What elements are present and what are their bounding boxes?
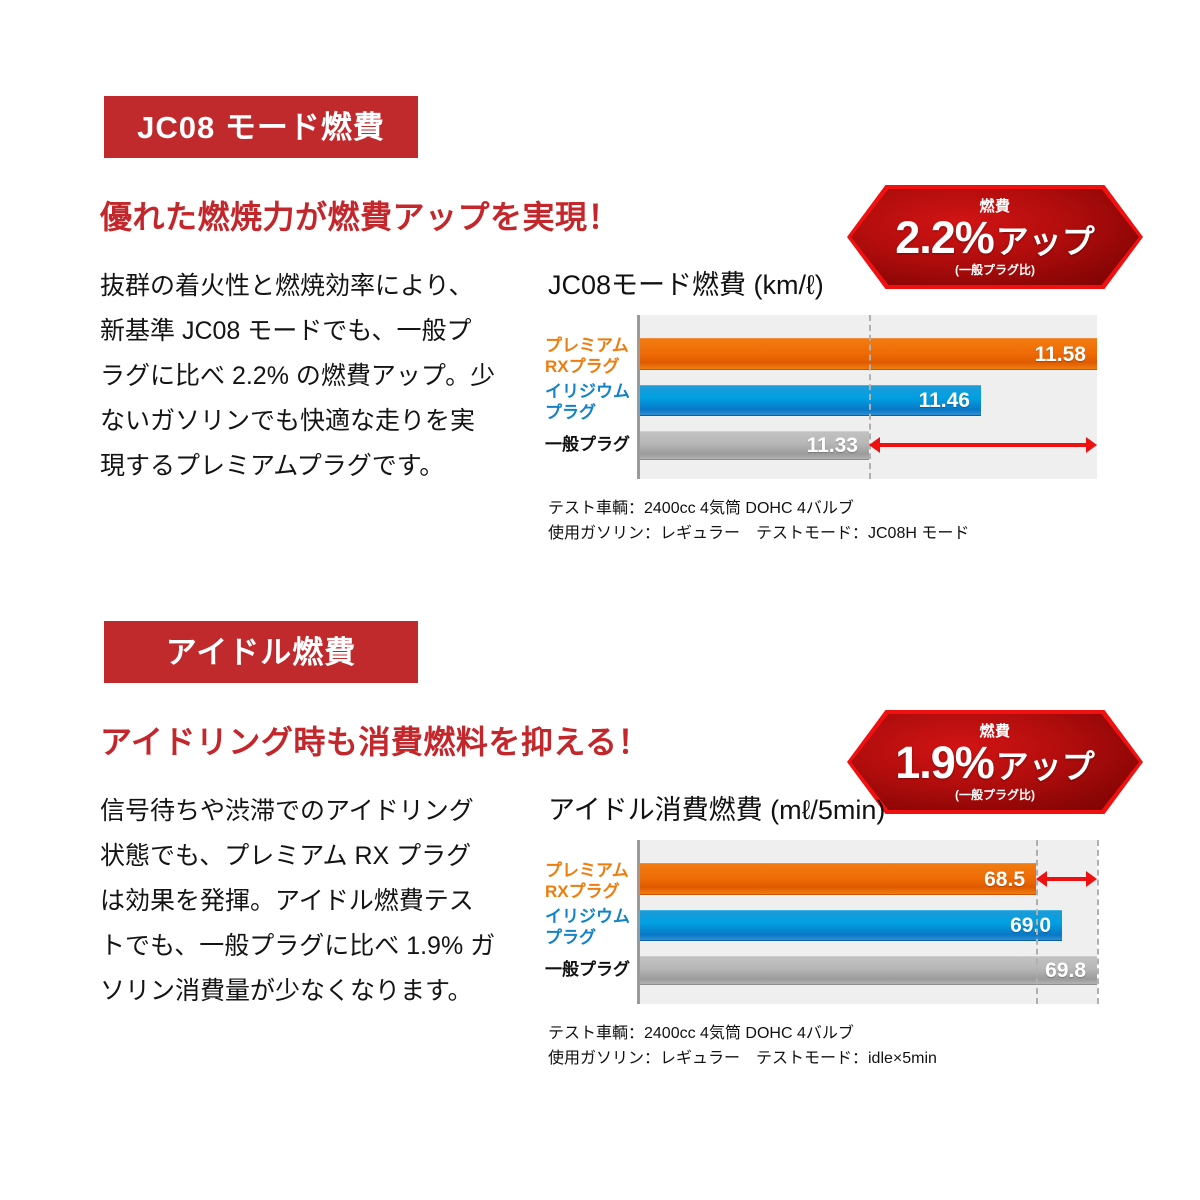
arrow-head-right-icon — [1086, 871, 1097, 887]
chart-plot-area-2: 68.5 69.0 69.8 — [637, 840, 1099, 1004]
bar-normal-1: 11.33 — [640, 431, 869, 460]
badge-inner-1: 燃費 2.2% アップ (一般プラグ比) — [851, 189, 1139, 285]
bar-iridium-2: 69.0 — [640, 910, 1062, 941]
body-line: ラグに比べ 2.2% の燃費アップ。少 — [100, 362, 496, 390]
category-label-normal-2: 一般プラグ — [545, 959, 630, 980]
category-label-line: イリジウム — [545, 382, 630, 401]
arrow-shaft — [876, 443, 1090, 447]
section-headline-2: アイドリング時も消費燃料を抑える！ — [100, 724, 650, 760]
body-line: 状態でも、プレミアム RX プラグ — [100, 842, 472, 870]
body-line: は効果を発揮。アイドル燃費テス — [100, 887, 474, 915]
badge-main-value-1: 2.2% アップ — [895, 215, 1095, 260]
badge-small-label-2: 燃費 — [979, 722, 1011, 740]
difference-arrow-1 — [869, 437, 1097, 453]
fuel-economy-badge-1: 燃費 2.2% アップ (一般プラグ比) — [847, 185, 1143, 289]
bar-premium-rx-2: 68.5 — [640, 863, 1036, 895]
body-line: ソリン消費量が少なくなります。 — [100, 977, 473, 1005]
difference-arrow-2 — [1036, 871, 1097, 887]
category-label-line: RXプラグ — [545, 357, 620, 376]
category-label-line: 一般プラグ — [545, 960, 630, 979]
reference-dashed-line-2b — [1097, 840, 1099, 1004]
section-header-tag-2: アイドル燃費 — [104, 621, 418, 683]
chart-footnote-2: テスト車輌：2400cc 4気筒 DOHC 4バルブ 使用ガソリン：レギュラー … — [548, 1021, 937, 1071]
arrow-head-left-icon — [869, 437, 880, 453]
body-line: 新基準 JC08 モードでも、一般プ — [100, 317, 472, 345]
bar-value-iridium-1: 11.46 — [918, 389, 970, 412]
section-body-2: 信号待ちや渋滞でのアイドリング 状態でも、プレミアム RX プラグ は効果を発揮… — [100, 789, 520, 1014]
arrow-head-left-icon — [1036, 871, 1047, 887]
category-label-normal-1: 一般プラグ — [545, 434, 630, 455]
section-header-tag-1: JC08 モード燃費 — [104, 96, 418, 158]
badge-small-label-1: 燃費 — [979, 197, 1011, 215]
bar-value-iridium-2: 69.0 — [1010, 914, 1051, 937]
footnote-line: テスト車輌：2400cc 4気筒 DOHC 4バルブ — [548, 500, 854, 517]
badge-main-value-2: 1.9% アップ — [895, 740, 1095, 785]
badge-number-1: 2.2% — [895, 211, 995, 263]
category-label-iridium-2: イリジウム プラグ — [545, 906, 630, 948]
fuel-economy-badge-2: 燃費 1.9% アップ (一般プラグ比) — [847, 710, 1143, 814]
bar-value-normal-2: 69.8 — [1045, 959, 1086, 982]
chart-title-1: JC08モード燃費 (km/ℓ) — [548, 270, 824, 300]
badge-suffix-2: アップ — [995, 747, 1095, 785]
body-line: トでも、一般プラグに比べ 1.9% ガ — [100, 932, 496, 960]
category-label-line: 一般プラグ — [545, 435, 630, 454]
badge-note-1: (一般プラグ比) — [955, 262, 1035, 277]
footnote-line: 使用ガソリン：レギュラー テストモード：idle×5min — [548, 1050, 937, 1067]
bar-normal-2: 69.8 — [640, 956, 1097, 985]
category-label-line: プラグ — [545, 403, 596, 422]
badge-inner-2: 燃費 1.9% アップ (一般プラグ比) — [851, 714, 1139, 810]
category-label-line: イリジウム — [545, 907, 630, 926]
bar-value-premium-1: 11.58 — [1034, 342, 1086, 366]
arrow-head-right-icon — [1086, 437, 1097, 453]
category-label-line: RXプラグ — [545, 882, 620, 901]
badge-note-2: (一般プラグ比) — [955, 787, 1035, 802]
reference-dashed-line-1 — [869, 315, 871, 479]
arrow-shaft — [1043, 877, 1090, 881]
category-label-iridium-1: イリジウム プラグ — [545, 381, 630, 423]
category-label-line: プラグ — [545, 928, 596, 947]
footnote-line: 使用ガソリン：レギュラー テストモード：JC08H モード — [548, 525, 970, 542]
category-label-premium-1: プレミアム RXプラグ — [545, 335, 629, 377]
reference-dashed-line-2a — [1036, 840, 1038, 1004]
category-label-line: プレミアム — [545, 861, 629, 880]
body-line: ないガソリンでも快適な走りを実 — [100, 407, 476, 435]
chart-footnote-1: テスト車輌：2400cc 4気筒 DOHC 4バルブ 使用ガソリン：レギュラー … — [548, 496, 969, 546]
section-headline-1: 優れた燃焼力が燃費アップを実現！ — [100, 199, 621, 235]
bar-premium-rx-1: 11.58 — [640, 338, 1097, 370]
bar-iridium-1: 11.46 — [640, 385, 981, 416]
chart-plot-area-1: 11.58 11.46 11.33 — [637, 315, 1097, 479]
bar-value-premium-2: 68.5 — [984, 867, 1025, 891]
badge-suffix-1: アップ — [995, 222, 1095, 260]
body-line: 信号待ちや渋滞でのアイドリング — [100, 797, 474, 825]
body-line: 抜群の着火性と燃焼効率により、 — [100, 272, 474, 300]
badge-number-2: 1.9% — [895, 736, 995, 788]
category-label-line: プレミアム — [545, 336, 629, 355]
category-label-premium-2: プレミアム RXプラグ — [545, 860, 629, 902]
footnote-line: テスト車輌：2400cc 4気筒 DOHC 4バルブ — [548, 1025, 854, 1042]
bar-value-normal-1: 11.33 — [806, 434, 858, 457]
body-line: 現するプレミアムプラグです。 — [100, 452, 445, 480]
section-header-label-2: アイドル燃費 — [165, 634, 357, 670]
section-header-label-1: JC08 モード燃費 — [137, 109, 385, 145]
section-body-1: 抜群の着火性と燃焼効率により、 新基準 JC08 モードでも、一般プ ラグに比べ… — [100, 264, 520, 489]
chart-title-2: アイドル消費燃費 (mℓ/5min) — [548, 795, 886, 825]
